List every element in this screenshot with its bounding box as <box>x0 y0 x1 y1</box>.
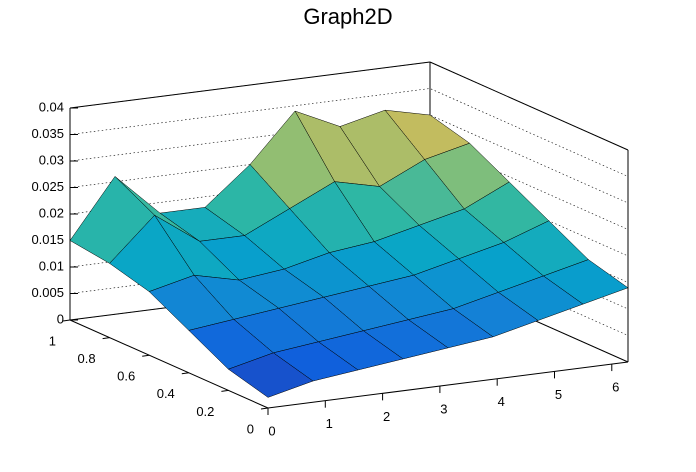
z-tick-label: 0 <box>57 311 64 326</box>
x-tick-label: 6 <box>612 380 619 395</box>
y-tick-label: 1 <box>49 333 56 348</box>
chart-title: Graph2D <box>303 4 392 29</box>
x-tick-label: 1 <box>326 416 333 431</box>
box-edge <box>429 61 629 151</box>
y-tick <box>62 319 71 322</box>
box-edge <box>69 319 269 409</box>
z-tick-label: 0.005 <box>31 285 64 300</box>
grid-line <box>69 141 629 230</box>
x-tick-label: 3 <box>440 401 447 416</box>
y-tick <box>102 337 110 340</box>
y-tick-label: 0.6 <box>117 369 135 384</box>
y-tick-label: 0 <box>247 421 254 436</box>
box-edge <box>267 361 629 409</box>
y-tick-label: 0.2 <box>196 404 214 419</box>
z-tick-label: 0.03 <box>39 152 64 167</box>
surface-cell <box>227 352 314 398</box>
z-tick-label: 0.02 <box>39 205 64 220</box>
z-tick-label: 0.04 <box>39 99 64 114</box>
z-tick-label: 0.035 <box>31 126 64 141</box>
y-tick-label: 0.4 <box>157 386 175 401</box>
grid-line <box>69 114 629 204</box>
y-tick <box>260 407 269 410</box>
x-tick-label: 5 <box>555 387 562 402</box>
y-tick <box>181 372 189 375</box>
x-tick-label: 4 <box>498 394 505 409</box>
y-tick <box>221 389 229 392</box>
z-tick-label: 0.01 <box>39 258 64 273</box>
grid-line <box>69 61 629 151</box>
grid-line <box>69 88 629 177</box>
z-tick-label: 0.015 <box>31 232 64 247</box>
grid-line <box>69 167 629 257</box>
x-tick-label: 0 <box>268 423 275 438</box>
x-tick-label: 2 <box>383 409 390 424</box>
y-tick-label: 0.8 <box>78 351 96 366</box>
y-tick <box>142 354 150 357</box>
z-tick-label: 0.025 <box>31 179 64 194</box>
